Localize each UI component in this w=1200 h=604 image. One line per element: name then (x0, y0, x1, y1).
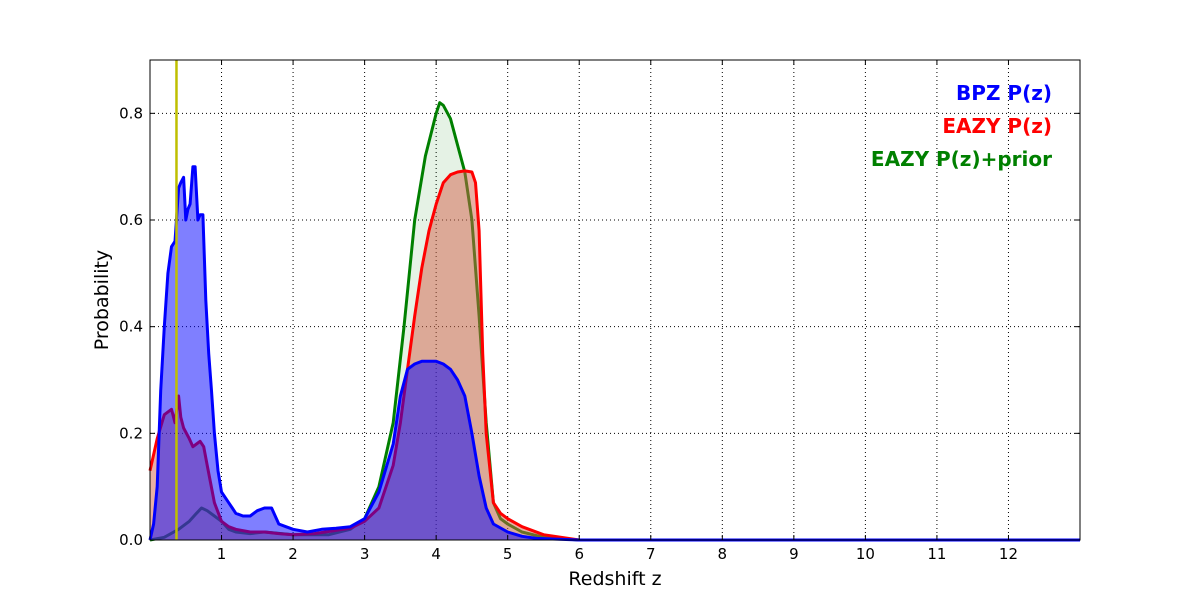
series-layer (148, 101, 1080, 542)
x-tick-label: 1 (217, 545, 227, 563)
series-line-bpz-p-z (148, 165, 1080, 542)
legend-entry: BPZ P(z) (956, 81, 1052, 105)
x-tick-label: 7 (646, 545, 656, 563)
y-tick-label: 0.4 (119, 318, 143, 336)
x-tick-label: 6 (574, 545, 584, 563)
x-tick-label: 9 (789, 545, 799, 563)
x-tick-label: 10 (856, 545, 875, 563)
series-area-eazy-p-z (150, 170, 1080, 540)
x-tick-label: 11 (927, 545, 946, 563)
y-axis-label: Probability (91, 250, 113, 350)
ticks-layer: 1 2 3 4 5 6 7 8 9 10 11 120.00.20.40.60.8 (119, 60, 1080, 563)
x-tick-label: 4 (431, 545, 441, 563)
y-tick-label: 0.2 (119, 424, 143, 442)
x-tick-label: 2 (288, 545, 298, 563)
x-tick-label: 3 (360, 545, 370, 563)
legend-entry: EAZY P(z) (942, 114, 1052, 138)
x-tick-label: 8 (718, 545, 728, 563)
y-tick-label: 0.8 (119, 104, 143, 122)
y-tick-label: 0.0 (119, 531, 143, 549)
series-area-bpz-p-z (150, 166, 1080, 540)
legend-entry: EAZY P(z)+prior (871, 147, 1052, 171)
grid (150, 60, 1080, 540)
x-tick-label: 12 (999, 545, 1018, 563)
legend: BPZ P(z) EAZY P(z) EAZY P(z)+prior (871, 81, 1052, 171)
series-line-eazy-p-z (148, 169, 1080, 542)
y-tick-label: 0.6 (119, 211, 143, 229)
x-tick-label: 5 (503, 545, 513, 563)
x-axis-label: Redshift z (568, 568, 661, 590)
plot-frame (149, 59, 1081, 541)
